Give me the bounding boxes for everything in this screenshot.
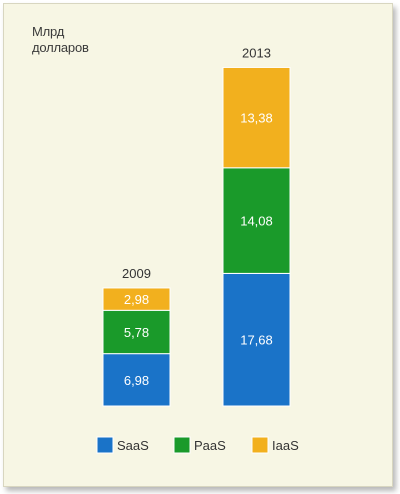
data-label-saas-2009: 6,98	[124, 373, 149, 388]
data-label-paas-2009: 5,78	[124, 325, 149, 340]
unit-label-line-2: долларов	[32, 40, 89, 55]
legend-label-saas: SaaS	[117, 438, 149, 453]
bar-iaas-2009	[102, 287, 171, 311]
bar-paas-2009	[102, 309, 171, 355]
bar-saas-2013	[222, 272, 291, 407]
data-label-iaas-2013: 13,38	[240, 111, 273, 126]
legend-label-iaas: IaaS	[272, 438, 299, 453]
bar-saas-2009	[102, 353, 171, 407]
bar-iaas-2013	[222, 66, 291, 169]
legend-label-paas: PaaS	[194, 438, 226, 453]
legend-swatch-paas	[173, 436, 191, 454]
chart-frame: Млрд долларов	[3, 3, 393, 487]
data-label-saas-2013: 17,68	[240, 333, 273, 348]
data-label-iaas-2009: 2,98	[124, 292, 149, 307]
category-label-2009: 2009	[122, 266, 151, 281]
bar-paas-2013	[222, 167, 291, 274]
unit-label-line-1: Млрд	[32, 24, 65, 39]
legend-swatch-saas	[96, 436, 114, 454]
data-label-paas-2013: 14,08	[240, 214, 273, 229]
legend-swatch-iaas	[251, 436, 269, 454]
category-label-2013: 2013	[242, 45, 271, 60]
unit-label: Млрд долларов	[32, 24, 89, 56]
